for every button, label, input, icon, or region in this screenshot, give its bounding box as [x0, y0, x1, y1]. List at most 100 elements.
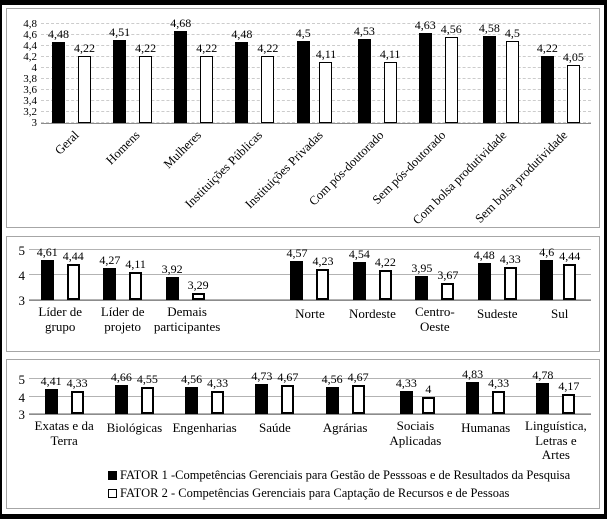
gridline — [41, 78, 591, 79]
empty-label-spacer — [216, 301, 278, 336]
category-label-cell: Exatas e da Terra — [29, 415, 99, 464]
bar-group: 4,68 4,22 — [163, 16, 224, 123]
bar-fator1 — [44, 389, 58, 414]
y-axis: 5 4 3 — [7, 244, 29, 307]
bar-value-label: 4,48 — [473, 248, 495, 262]
gridline — [41, 56, 591, 57]
bar-value-label: 4,56 — [181, 371, 203, 386]
category-label: Sociais Aplicadas — [389, 418, 442, 448]
gridline — [41, 67, 591, 68]
y-axis-tick: 3,2 — [23, 106, 37, 118]
bar-with-value: 4,05 — [563, 51, 584, 123]
bar-fator1 — [325, 386, 339, 414]
bar-value-label: 4,78 — [532, 367, 554, 382]
bar-with-value: 4 — [421, 382, 435, 414]
bar-fator1 — [52, 41, 66, 123]
category-label: Geral — [51, 128, 82, 158]
category-label-cell: Líder de projeto — [91, 301, 153, 336]
chart-panel-profile: 4,8 4,6 4,4 4,2 4 3,8 3,6 3,4 3,2 3 4,48 4,22 4,51 4,… — [6, 8, 600, 228]
bar-with-value: 3,67 — [437, 269, 458, 300]
bar-with-value: 4,48 — [231, 26, 253, 123]
chart-panel-knowledge-area: 5 4 3 4,41 4,33 4,66 4,55 4,56 4,33 4,73 4,67 4,56 4… — [6, 359, 600, 509]
y-axis-tick: 5 — [18, 372, 26, 387]
bar-fator1 — [174, 30, 188, 123]
bar-fator2 — [66, 264, 80, 300]
bar-value-label: 4,33 — [488, 375, 510, 390]
bar-fator2 — [261, 55, 275, 123]
bar-with-value: 4,57 — [286, 245, 308, 300]
category-label: Sul — [551, 306, 569, 321]
bar-fator1 — [113, 39, 127, 123]
bar-group: 4,51 4,22 — [102, 24, 163, 123]
bar-with-value: 4,23 — [312, 255, 333, 300]
bar-value-label: 4,57 — [286, 245, 308, 260]
bar-with-value: 4,63 — [415, 19, 436, 123]
bar-with-value: 4,73 — [251, 369, 272, 414]
bar-with-value: 4,67 — [348, 370, 369, 414]
gridline — [41, 100, 591, 101]
category-label: Exatas e da Terra — [34, 418, 94, 448]
gridline — [29, 378, 591, 379]
bar-value-label: 3,92 — [161, 262, 183, 276]
bar-fator1 — [540, 55, 554, 123]
bar-groups: 4,41 4,33 4,66 4,55 4,56 4,33 4,73 4,67 4,56 4,67… — [29, 340, 591, 414]
bar-value-label: 3,67 — [437, 268, 459, 283]
category-label-cell: Homens — [102, 124, 163, 222]
bar-value-label: 4,17 — [558, 378, 580, 393]
bar-value-label: 4,53 — [353, 23, 375, 38]
gridline — [41, 45, 591, 46]
bar-with-value: 4,11 — [380, 47, 400, 123]
bar-group: 4,48 4,22 — [224, 26, 285, 123]
gridline — [41, 34, 591, 35]
category-label-cell: Sudeste — [466, 301, 528, 336]
bar-value-label: 4,33 — [207, 375, 229, 390]
category-label-cell: Geral — [41, 124, 102, 222]
bar-with-value: 4,27 — [99, 254, 120, 300]
bar-value-label: 4,33 — [395, 375, 417, 390]
y-axis-tick: 4 — [31, 62, 38, 74]
category-labels-row: Líder de grupo Líder de projeto Demais par… — [7, 301, 599, 336]
bar-fator2 — [503, 266, 517, 300]
bar-value-label: 4,51 — [109, 24, 131, 39]
bar-with-value: 4,33 — [67, 376, 88, 414]
category-labels-row: Geral Homens Mulheres Instituições Públicas… — [7, 124, 599, 227]
bar-value-label: 4,22 — [536, 40, 558, 55]
bar-fator2 — [129, 272, 143, 300]
bar-fator1 — [103, 268, 117, 300]
category-label-cell: Sem bolsa produtividade — [473, 124, 591, 226]
bar-with-value: 4,17 — [558, 378, 580, 414]
bar-with-value: 4,56 — [321, 371, 343, 414]
gridline — [41, 23, 591, 24]
bar-value-label: 4,23 — [312, 254, 334, 269]
bar-with-value: 3,92 — [162, 263, 183, 300]
fator1-filled-square-icon — [108, 470, 117, 480]
bar-with-value: 4,48 — [48, 27, 69, 123]
category-label: Demais participantes — [153, 304, 221, 334]
bar-fator1 — [540, 260, 554, 300]
bar-group: 4,6 4,44 — [529, 246, 591, 300]
bar-value-label: 4,44 — [559, 249, 581, 263]
plot-row: 4,8 4,6 4,4 4,2 4 3,8 3,6 3,4 3,2 3 4,48 4,22 4,51 4,… — [7, 16, 599, 129]
bar-with-value: 4,68 — [170, 16, 191, 123]
gridline — [41, 122, 591, 123]
category-label: Nordeste — [348, 306, 396, 321]
bar-with-value: 4,22 — [257, 41, 278, 123]
bar-value-label: 4,22 — [135, 40, 157, 55]
bar-group: 4,63 4,56 — [408, 19, 469, 123]
bar-fator2 — [383, 61, 397, 123]
bar-group: 4,56 4,67 — [310, 370, 380, 414]
category-label: Sudeste — [477, 306, 518, 321]
y-axis-tick: 3,6 — [23, 84, 37, 96]
bar-fator2 — [211, 390, 225, 414]
bar-value-label: 4,66 — [110, 369, 132, 384]
plot-row: 5 4 3 4,41 4,33 4,66 4,55 4,56 4,33 4,73 4,67 4,56 4… — [7, 367, 599, 421]
bar-group: 4,61 4,44 — [29, 245, 91, 300]
chart-legend: FATOR 1 -Competências Gerenciais para Ge… — [7, 466, 599, 502]
category-label-cell: Nordeste — [341, 301, 403, 336]
gridline — [29, 299, 591, 300]
category-label: Norte — [295, 306, 325, 321]
bar-value-label: 4,56 — [321, 371, 343, 386]
category-label-cell: Saúde — [240, 415, 310, 464]
category-label: Mulheres — [160, 128, 204, 172]
bar-value-label: 4,48 — [231, 26, 253, 41]
